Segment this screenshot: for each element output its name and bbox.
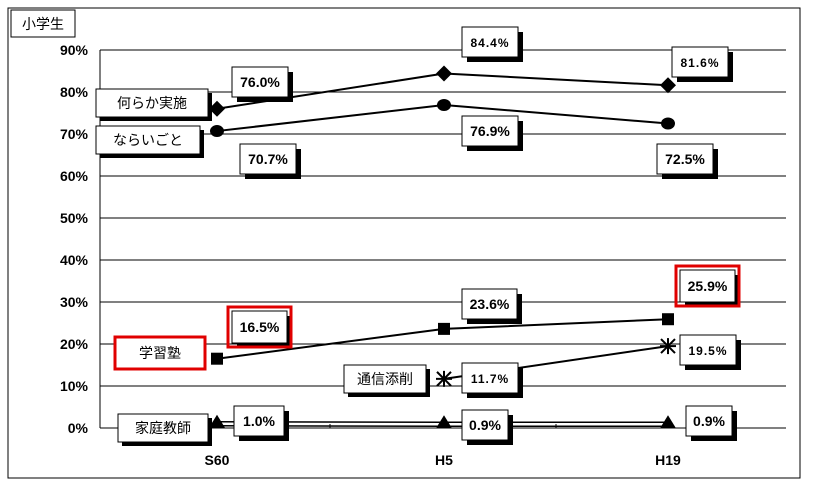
y-tick-label: 90% xyxy=(60,42,89,58)
series-name-text: 何らか実施 xyxy=(117,96,187,112)
series-name-text: 通信添削 xyxy=(357,372,413,388)
y-tick-label: 20% xyxy=(60,336,89,352)
triangle-marker xyxy=(436,415,452,429)
data-label-text: 16.5% xyxy=(240,319,280,335)
series-name-label: 家庭教師 xyxy=(117,413,212,446)
label-box xyxy=(656,143,714,175)
series-name-label: 通信添削 xyxy=(343,364,430,397)
data-label: 0.9% xyxy=(685,405,737,441)
y-axis-ticks: 0% 10% 20% 30% 40% 50% 60% 70% 80% 90% xyxy=(60,42,89,436)
label-box xyxy=(233,405,285,437)
data-label-text: 25.9% xyxy=(688,278,728,294)
square-marker xyxy=(662,313,674,326)
series-name-label: 学習塾 xyxy=(113,335,207,371)
data-label: 19.5% xyxy=(679,334,741,370)
data-label: 0.9% xyxy=(461,409,513,445)
highlight-border xyxy=(226,305,293,349)
data-label-text: 84.4% xyxy=(470,36,509,50)
y-tick-label: 40% xyxy=(60,252,89,268)
asterisk-marker xyxy=(436,370,452,387)
y-tick-label: 80% xyxy=(60,84,89,100)
label-box xyxy=(461,409,509,441)
label-box xyxy=(461,115,519,147)
data-label: 1.0% xyxy=(233,405,289,441)
label-box xyxy=(231,310,288,344)
chart-frame xyxy=(7,7,801,479)
data-label: 23.6% xyxy=(461,288,522,324)
y-tick-label: 60% xyxy=(60,168,89,184)
label-box xyxy=(239,143,297,175)
series-name-box xyxy=(343,364,427,394)
series-name-text: 学習塾 xyxy=(139,346,181,362)
chart-title: 小学生 xyxy=(22,17,64,33)
label-box xyxy=(685,405,733,437)
x-tick-label: S60 xyxy=(205,452,230,468)
data-label-text: 0.9% xyxy=(469,417,501,433)
series-name-label: ならいごと xyxy=(95,125,204,158)
label-box xyxy=(461,288,518,320)
data-label-text: 23.6% xyxy=(470,296,510,312)
series-name-box xyxy=(95,125,201,155)
diamond-marker xyxy=(660,77,676,94)
data-label: 70.7% xyxy=(239,143,301,179)
asterisk-marker xyxy=(660,338,676,355)
series-name-text: ならいごと xyxy=(113,133,183,149)
data-label-text: 76.9% xyxy=(470,123,510,139)
series-name-box xyxy=(117,413,209,443)
data-label-text: 19.5% xyxy=(688,344,727,358)
diamond-marker xyxy=(436,65,452,82)
diamond-marker xyxy=(209,100,225,117)
x-tick-label: H19 xyxy=(655,452,681,468)
series-markers xyxy=(209,65,676,429)
y-tick-label: 0% xyxy=(68,420,89,436)
data-label: 16.5% xyxy=(226,305,293,349)
label-box xyxy=(679,334,737,366)
data-label: 76.9% xyxy=(461,115,523,151)
label-box xyxy=(461,26,519,58)
x-tick-label: H5 xyxy=(435,452,453,468)
series-name-text: 家庭教師 xyxy=(135,420,191,437)
data-label: 84.4% xyxy=(461,26,523,62)
data-label: 72.5% xyxy=(656,143,718,179)
data-label-text: 70.7% xyxy=(248,151,288,167)
data-label-text: 76.0% xyxy=(240,74,280,90)
series-lines xyxy=(216,72,669,427)
triangle-marker xyxy=(209,414,225,428)
highlight-border xyxy=(674,264,741,308)
y-tick-label: 70% xyxy=(60,126,89,142)
data-label: 76.0% xyxy=(231,66,293,102)
series-name-box xyxy=(95,88,209,118)
data-label-text: 0.9% xyxy=(693,413,725,429)
data-label-text: 11.7% xyxy=(471,372,509,386)
circle-marker xyxy=(661,117,675,130)
data-label-text: 81.6% xyxy=(680,56,719,70)
y-tick-label: 50% xyxy=(60,210,89,226)
label-box xyxy=(679,269,736,303)
square-marker xyxy=(438,322,450,335)
y-tick-label: 30% xyxy=(60,294,89,310)
data-label-text: 1.0% xyxy=(243,413,275,429)
data-label: 81.6% xyxy=(671,46,733,82)
label-box xyxy=(671,46,729,78)
circle-marker xyxy=(210,125,224,138)
data-label-text: 72.5% xyxy=(665,151,705,167)
data-label: 11.7% xyxy=(461,362,523,398)
triangle-marker xyxy=(660,415,676,429)
series-name-label: 何らか実施 xyxy=(95,88,212,121)
y-tick-label: 10% xyxy=(60,378,89,394)
label-box xyxy=(231,66,289,98)
chart-title-box: 小学生 xyxy=(10,9,76,38)
data-label: 25.9% xyxy=(674,264,741,308)
square-marker xyxy=(211,352,223,365)
x-axis-ticks: S60 H5 H19 xyxy=(205,452,682,468)
label-box xyxy=(461,362,519,394)
circle-marker xyxy=(437,99,451,112)
data-labels: 76.0% 84.4% 81.6% 70.7% 76.9% 72.5% 16.5% 23.6%… xyxy=(226,26,741,445)
series-name-box xyxy=(113,335,207,371)
